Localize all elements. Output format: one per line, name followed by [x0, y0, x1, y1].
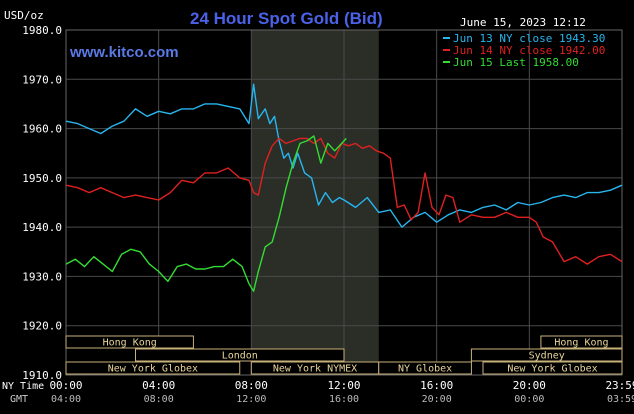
series-layer [65, 83, 623, 292]
session-label: New York Globex [108, 364, 198, 375]
y-tick-label: 1910.0 [22, 369, 62, 382]
x-tick-label-ny: 16:00 [420, 379, 453, 392]
session-bar: New York Globex [482, 361, 623, 375]
website-link[interactable]: www.kitco.com [69, 44, 179, 61]
session-label: Sydney [529, 351, 565, 362]
series-line-3 [65, 135, 347, 292]
legend-jun14: Jun 14 NY close 1942.00 [453, 44, 605, 57]
axis-layer: 1910.0 1920.0 1930.0 1940.0 1950.0 1960.0 1970… [22, 24, 634, 405]
session-bar-box [482, 361, 623, 375]
session-bar-box [65, 335, 194, 349]
x-tick-label-ny: 04:00 [142, 379, 175, 392]
x-tick-label-gmt: 12:00 [236, 394, 266, 405]
ny-time-label: NY Time [2, 381, 44, 392]
grid-layer [65, 29, 623, 376]
session-bar: Hong Kong [65, 335, 194, 349]
chart-title: 24 Hour Spot Gold (Bid) [190, 9, 383, 28]
timestamp: June 15, 2023 12:12 [460, 16, 586, 29]
x-tick-label-ny: 20:00 [513, 379, 546, 392]
session-bar: New York Globex [65, 361, 241, 375]
nymex-highlight-layer [251, 30, 379, 375]
legend-jun15: Jun 15 Last 1958.00 [453, 56, 579, 69]
session-label: New York NYMEX [273, 364, 357, 375]
legend-jun13: Jun 13 NY close 1943.30 [453, 32, 605, 45]
session-bar: New York NYMEX [250, 361, 380, 375]
y-tick-label: 1950.0 [22, 172, 62, 185]
y-tick-label: 1940.0 [22, 221, 62, 234]
session-bar-box [135, 348, 345, 362]
session-bar: Sydney [470, 348, 623, 362]
session-label: London [222, 351, 258, 362]
x-tick-label-gmt: 04:00 [51, 394, 81, 405]
series-line-1 [65, 83, 623, 228]
unit-label: USD/oz [4, 9, 44, 22]
x-tick-label-ny: 08:00 [235, 379, 268, 392]
session-bar-box [470, 348, 623, 362]
plot-border [65, 29, 623, 376]
session-label: Hong Kong [554, 338, 608, 349]
series-line-2 [65, 137, 623, 265]
session-label: NY Globex [398, 364, 452, 375]
x-tick-label-ny: 23:59 [605, 379, 634, 392]
x-tick-label-ny: 12:00 [327, 379, 360, 392]
y-tick-label: 1920.0 [22, 320, 62, 333]
y-tick-label: 1970.0 [22, 73, 62, 86]
session-bar: London [135, 348, 345, 362]
x-tick-label-gmt: 00:00 [514, 394, 544, 405]
y-tick-label: 1980.0 [22, 24, 62, 37]
gmt-label: GMT [10, 394, 28, 405]
session-bar: Hong Kong [540, 335, 623, 349]
y-tick-label: 1960.0 [22, 123, 62, 136]
x-tick-label-ny: 00:00 [49, 379, 82, 392]
x-tick-label-gmt: 03:59 [607, 394, 634, 405]
session-label: New York Globex [507, 364, 597, 375]
session-bar-box [540, 335, 623, 349]
x-tick-label-gmt: 16:00 [329, 394, 359, 405]
nymex-highlight [251, 30, 379, 375]
x-tick-label-gmt: 20:00 [422, 394, 452, 405]
x-tick-label-gmt: 08:00 [144, 394, 174, 405]
session-bar-box [65, 361, 241, 375]
session-label: Hong Kong [103, 338, 157, 349]
session-bar: NY Globex [378, 361, 472, 375]
y-tick-label: 1930.0 [22, 270, 62, 283]
session-layer: Hong Kong Hong Kong London Sydney New York G… [65, 335, 623, 375]
session-bar-box [378, 361, 472, 375]
legend: Jun 13 NY close 1943.30 Jun 14 NY close … [443, 32, 605, 69]
